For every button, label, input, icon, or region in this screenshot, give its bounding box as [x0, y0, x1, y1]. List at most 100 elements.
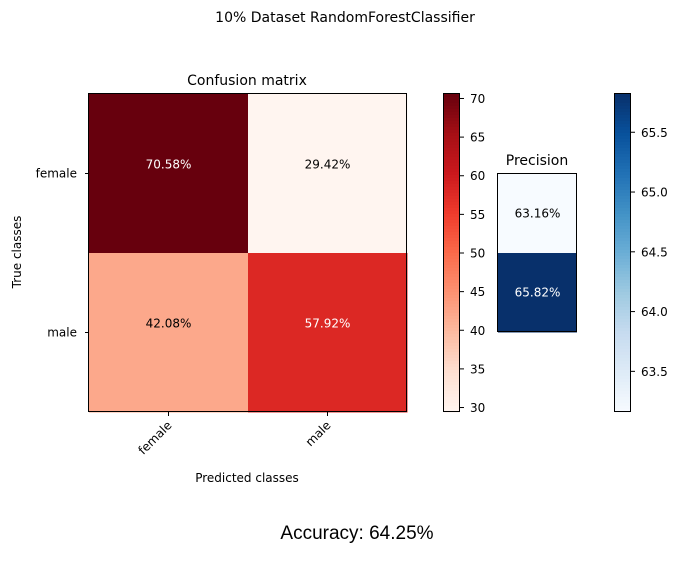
cm-colorbar-gradient-band — [444, 280, 460, 284]
precision-colorbar-gradient-band — [615, 271, 631, 275]
precision-colorbar-gradient-band — [615, 211, 631, 215]
cm-colorbar-gradient-band — [444, 133, 460, 137]
cm-colorbar-gradient-band — [444, 316, 460, 320]
cm-colorbar-gradient-band — [444, 208, 460, 212]
precision-colorbar-gradient-band — [615, 346, 631, 350]
cm-colorbar-gradient-band — [444, 118, 460, 122]
cm-colorbar-gradient-band — [444, 196, 460, 200]
cm-colorbar-tick-label: 35 — [470, 362, 485, 376]
cm-colorbar-gradient-band — [444, 394, 460, 398]
precision-colorbar-gradient-band — [615, 121, 631, 125]
cm-colorbar-gradient-band — [444, 193, 460, 197]
cm-colorbar-gradient-band — [444, 340, 460, 344]
precision-colorbar-gradient-band — [615, 382, 631, 386]
cm-colorbar-gradient-band — [444, 205, 460, 209]
precision-colorbar-gradient-band — [615, 376, 631, 380]
cm-colorbar-gradient-band — [444, 406, 460, 410]
cm-colorbar-gradient-band — [444, 358, 460, 362]
cm-colorbar-gradient-band — [444, 157, 460, 161]
cm-colorbar-gradient-band — [444, 382, 460, 386]
precision-colorbar-gradient-band — [615, 175, 631, 179]
cm-colorbar-gradient-band — [444, 166, 460, 170]
precision-colorbar-gradient-band — [615, 100, 631, 104]
cm-colorbar-gradient-band — [444, 163, 460, 167]
cm-colorbar-gradient-band — [444, 127, 460, 131]
cm-colorbar-gradient-band — [444, 271, 460, 275]
cm-colorbar-gradient-band — [444, 184, 460, 188]
cm-colorbar-gradient-band — [444, 112, 460, 116]
precision-colorbar-gradient-band — [615, 133, 631, 137]
precision-colorbar-gradient-band — [615, 142, 631, 146]
precision-colorbar-gradient-band — [615, 106, 631, 110]
precision-colorbar-gradient-band — [615, 166, 631, 170]
cm-colorbar-gradient-band — [444, 139, 460, 143]
precision-colorbar-gradient-band — [615, 247, 631, 251]
cm-cell-label: 57.92% — [305, 317, 351, 331]
precision-colorbar-gradient-band — [615, 238, 631, 242]
precision-colorbar-gradient-band — [615, 316, 631, 320]
cm-colorbar-gradient-band — [444, 187, 460, 191]
precision-colorbar-gradient-band — [615, 409, 631, 413]
cm-colorbar-gradient-band — [444, 373, 460, 377]
precision-colorbar-gradient-band — [615, 361, 631, 365]
cm-colorbar-gradient-band — [444, 403, 460, 407]
cm-colorbar-gradient-band — [444, 343, 460, 347]
precision-colorbar-gradient-band — [615, 343, 631, 347]
cm-colorbar-gradient-band — [444, 232, 460, 236]
cm-colorbar-gradient-band — [444, 328, 460, 332]
precision-colorbar-gradient-band — [615, 367, 631, 371]
cm-colorbar-gradient-band — [444, 226, 460, 230]
cm-colorbar-gradient-band — [444, 109, 460, 113]
cm-colorbar-gradient-band — [444, 352, 460, 356]
precision-colorbar-gradient-band — [615, 262, 631, 266]
cm-xtick-label: male — [303, 418, 334, 449]
precision-colorbar-gradient-band — [615, 277, 631, 281]
precision-colorbar-gradient-band — [615, 214, 631, 218]
cm-colorbar-gradient-band — [444, 223, 460, 227]
cm-cell-label: 42.08% — [146, 317, 192, 331]
cm-colorbar-gradient-band — [444, 214, 460, 218]
precision-colorbar-gradient-band — [615, 196, 631, 200]
cm-colorbar-frame — [443, 93, 460, 412]
precision-colorbar-gradient-band — [615, 226, 631, 230]
cm-colorbar-gradient-band — [444, 334, 460, 338]
cm-colorbar-gradient-band — [444, 211, 460, 215]
precision-colorbar-gradient-band — [615, 331, 631, 335]
precision-colorbar-gradient-band — [615, 310, 631, 314]
precision-colorbar-gradient-band — [615, 157, 631, 161]
precision-colorbar-gradient-band — [615, 322, 631, 326]
cm-colorbar-gradient-band — [444, 262, 460, 266]
cm-colorbar-gradient-band — [444, 115, 460, 119]
precision-colorbar-gradient-band — [615, 373, 631, 377]
precision-colorbar-gradient-band — [615, 130, 631, 134]
cm-colorbar-gradient-band — [444, 379, 460, 383]
precision-colorbar-gradient-band — [615, 364, 631, 368]
precision-colorbar-gradient-band — [615, 328, 631, 332]
cm-colorbar-gradient-band — [444, 154, 460, 158]
precision-colorbar-gradient-band — [615, 403, 631, 407]
cm-colorbar-gradient-band — [444, 142, 460, 146]
accuracy-text: Accuracy: 64.25% — [280, 523, 433, 544]
cm-colorbar-gradient-band — [444, 286, 460, 290]
cm-colorbar-gradient-band — [444, 235, 460, 239]
precision-colorbar-gradient-band — [615, 112, 631, 116]
precision-colorbar-gradient-band — [615, 172, 631, 176]
precision-colorbar-gradient-band — [615, 202, 631, 206]
precision-colorbar-tick-label: 65.0 — [641, 186, 668, 200]
cm-colorbar-gradient-band — [444, 238, 460, 242]
cm-colorbar-gradient-band — [444, 400, 460, 404]
cm-colorbar-gradient-band — [444, 220, 460, 224]
precision-colorbar-gradient-band — [615, 232, 631, 236]
precision-colorbar-gradient-band — [615, 244, 631, 248]
precision-colorbar-gradient-band — [615, 268, 631, 272]
cm-colorbar-gradient-band — [444, 94, 460, 98]
precision-colorbar-gradient-band — [615, 139, 631, 143]
cm-colorbar-gradient-band — [444, 181, 460, 185]
precision-colorbar-gradient-band — [615, 391, 631, 395]
precision-colorbar-gradient-band — [615, 250, 631, 254]
precision-colorbar-frame — [614, 93, 631, 412]
precision-colorbar-gradient-band — [615, 400, 631, 404]
precision-colorbar-gradient-band — [615, 253, 631, 257]
precision-colorbar-tick-label: 64.5 — [641, 245, 668, 259]
